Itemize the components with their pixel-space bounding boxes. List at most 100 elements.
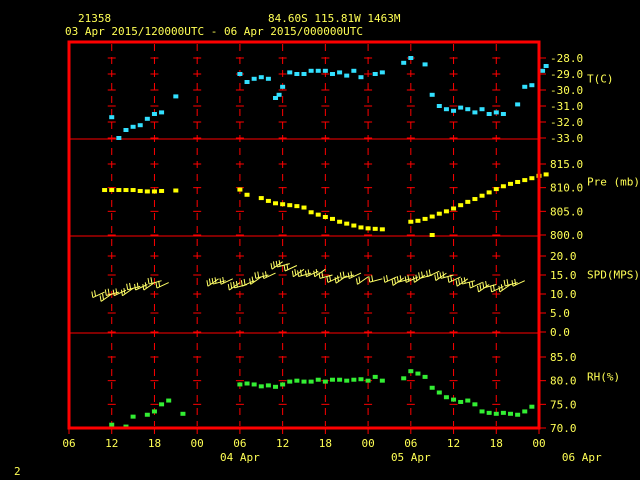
- humidity-point: [379, 378, 385, 383]
- wind-barb-feather: [329, 275, 332, 282]
- pressure-point: [422, 216, 428, 221]
- wind-barb-shaft: [284, 265, 298, 272]
- humidity-point: [280, 382, 286, 387]
- humidity-point: [436, 390, 442, 395]
- wind-barb-feather: [270, 263, 273, 270]
- data-marks: [91, 56, 549, 429]
- wind-barb-feather: [294, 268, 297, 276]
- wind-barb: [240, 278, 255, 287]
- temperature-point: [151, 112, 157, 116]
- pressure-point: [408, 219, 414, 224]
- axis-labels: -28.0 -29.0 -30.0 -31.0 -32.0 -33.0 T(C) 815.0 8…: [62, 52, 640, 464]
- temperature-point: [308, 68, 314, 73]
- panel-label-humidity: RH(%): [587, 371, 620, 384]
- wind-barb-feather: [134, 283, 137, 291]
- wind-barb-shaft: [348, 272, 362, 280]
- humidity-point: [522, 409, 528, 414]
- wind-barb-feather: [262, 272, 265, 279]
- temperature-point: [429, 92, 435, 97]
- wind-barb: [313, 268, 326, 278]
- wind-barb-feather: [214, 277, 217, 284]
- wind-barb-feather: [337, 275, 340, 282]
- temperature-point: [329, 72, 335, 76]
- temperature-point: [144, 116, 150, 121]
- station-id: 21358: [78, 12, 111, 25]
- wind-barb-feather: [358, 276, 361, 283]
- humidity-point: [109, 422, 115, 427]
- pressure-point: [258, 196, 264, 201]
- humidity-point: [500, 410, 506, 415]
- wind-barb-feather: [482, 281, 485, 288]
- wind-barb-feather: [396, 276, 399, 283]
- y-tick-label: 80.0: [550, 375, 577, 388]
- pressure-point: [443, 209, 449, 214]
- wind-barb: [249, 276, 262, 285]
- wind-barb-shaft: [440, 274, 454, 279]
- wind-barb: [147, 277, 162, 285]
- wind-barb-feather: [257, 271, 260, 278]
- wind-barb: [99, 293, 113, 302]
- wind-barb-feather: [500, 284, 503, 291]
- wind-barb-shaft: [483, 284, 497, 289]
- wind-barb-feather: [492, 284, 495, 291]
- wind-barb-feather: [297, 270, 300, 277]
- pressure-point: [486, 190, 492, 195]
- wind-barb-shaft: [277, 263, 290, 268]
- panel-label-pressure: Pre (mb): [587, 176, 640, 189]
- wind-barb: [275, 260, 290, 268]
- station-location: 84.60S 115.81W 1463M: [268, 12, 401, 25]
- wind-barb-feather: [249, 278, 252, 285]
- pressure-point: [358, 225, 364, 230]
- pressure-point: [273, 201, 279, 206]
- panel-label-wind: SPD(MPS): [587, 269, 640, 282]
- temperature-point: [276, 92, 282, 97]
- wind-barb-feather: [455, 280, 458, 287]
- wind-barb: [347, 271, 362, 280]
- humidity-point: [151, 409, 157, 414]
- pressure-point: [493, 187, 499, 192]
- temperature-point: [465, 107, 471, 112]
- x-tick-label: 06: [62, 437, 75, 450]
- pressure-point: [515, 179, 521, 184]
- temperature-point: [109, 115, 115, 120]
- wind-barb-feather: [144, 282, 147, 289]
- wind-barb-shaft: [156, 282, 169, 289]
- temperature-point: [123, 128, 129, 132]
- panel-separators: [69, 138, 539, 334]
- pressure-point: [265, 198, 271, 203]
- wind-barb-feather: [235, 281, 238, 288]
- wind-barb-feather: [107, 288, 110, 295]
- y-tick-label: -29.0: [550, 68, 583, 81]
- wind-barb-feather: [318, 272, 321, 279]
- wind-barb-feather: [468, 282, 471, 289]
- wind-barb: [368, 275, 383, 283]
- y-tick-label: 0.0: [550, 326, 570, 339]
- pressure-point: [365, 226, 371, 231]
- temperature-point: [486, 112, 492, 116]
- wind-barb-feather: [313, 270, 316, 277]
- temperature-point: [522, 84, 528, 89]
- wind-barb-feather: [99, 295, 102, 302]
- y-tick-label: 815.0: [550, 158, 583, 171]
- y-tick-label: 5.0: [550, 307, 570, 320]
- humidity-point: [529, 404, 535, 409]
- wind-barb-feather: [436, 272, 439, 279]
- wind-barb: [318, 271, 333, 279]
- wind-barb-shaft: [427, 270, 440, 278]
- pressure-point: [543, 172, 549, 177]
- wind-barb-shaft: [250, 276, 262, 285]
- humidity-point: [237, 382, 243, 387]
- pressure-point: [329, 216, 335, 221]
- temperature-point: [493, 110, 499, 115]
- humidity-point: [315, 377, 321, 382]
- wind-barb-feather: [291, 270, 294, 277]
- y-tick-label: -33.0: [550, 132, 583, 145]
- y-tick-label: 810.0: [550, 182, 583, 195]
- temperature-point: [543, 64, 549, 68]
- humidity-point: [472, 402, 478, 407]
- humidity-point: [458, 399, 464, 404]
- pressure-point: [280, 202, 286, 207]
- wind-barb-feather: [232, 281, 235, 288]
- humidity-point: [244, 381, 250, 386]
